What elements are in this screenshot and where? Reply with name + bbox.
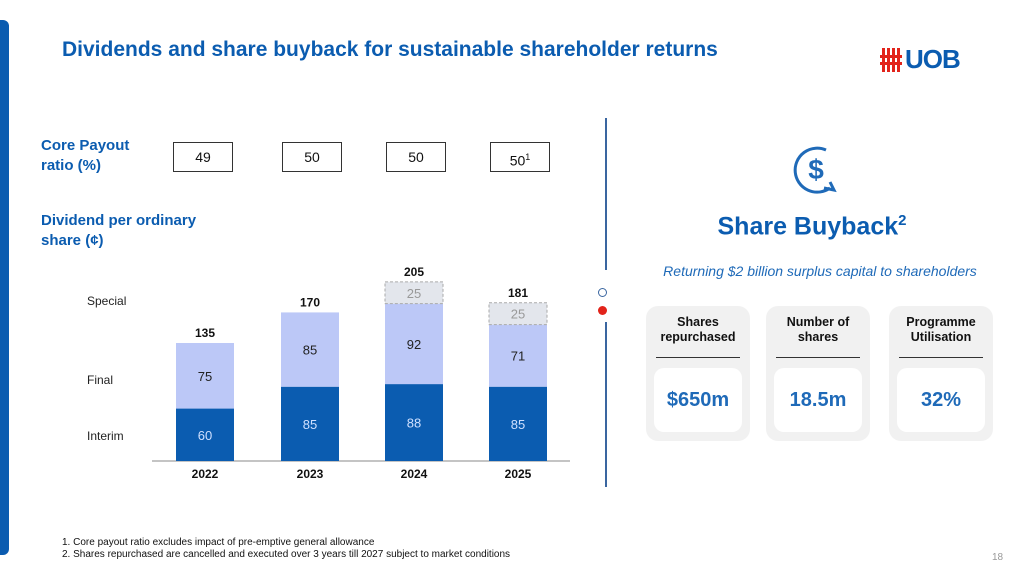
bar-final-2023: [281, 312, 339, 387]
nav-dot-empty[interactable]: [598, 288, 607, 297]
svg-text:$: $: [808, 154, 824, 185]
legend-final: Final: [87, 373, 113, 387]
total-label: 205: [404, 265, 424, 279]
data-label: 85: [511, 417, 525, 432]
card-heading: Shares repurchased: [660, 315, 736, 344]
legend-interim: Interim: [87, 429, 124, 443]
payout-2023: 50: [282, 142, 342, 172]
dividend-chart: Interim Final Special 60 75 135 2022 85 85 170 202…: [87, 265, 570, 481]
divider-top: [605, 118, 607, 270]
card-divider: [776, 357, 860, 358]
footnote-1: 1. Core payout ratio excludes impact of …: [62, 537, 375, 548]
data-label: 71: [511, 349, 525, 364]
uob-logo-mark-icon: [880, 47, 902, 72]
x-tick-label: 2023: [297, 467, 324, 481]
card-programme-utilisation: Programme Utilisation 32%: [889, 306, 993, 441]
accent-bar: [0, 20, 9, 555]
x-tick-label: 2025: [505, 467, 532, 481]
card-number-of-shares: Number of shares 18.5m: [766, 306, 870, 441]
data-label: 85: [303, 417, 317, 432]
payout-value: 50: [408, 149, 424, 165]
payout-value: 49: [195, 149, 211, 165]
card-shares-repurchased: Shares repurchased $650m: [646, 306, 750, 441]
bar-interim-2024: [385, 384, 443, 461]
data-label: 25: [407, 286, 421, 301]
data-label: 60: [198, 428, 212, 443]
card-value: $650m: [654, 368, 742, 432]
bar-final-2024: [385, 303, 443, 385]
total-label: 170: [300, 295, 320, 309]
card-divider: [899, 357, 983, 358]
card-heading: Number of shares: [786, 315, 850, 344]
card-value: 32%: [897, 368, 985, 432]
total-label: 135: [195, 326, 215, 340]
bar-interim-2022: [176, 408, 234, 461]
buyback-title: Share Buyback2: [600, 212, 1024, 241]
payout-2024: 50: [386, 142, 446, 172]
bar-final-2025: [489, 324, 547, 387]
bar-special-2025: [488, 302, 548, 326]
data-label: 75: [198, 369, 212, 384]
legend-special: Special: [87, 294, 126, 308]
footnote-2: 2. Shares repurchased are cancelled and …: [62, 549, 511, 560]
bar-interim-2025: [489, 386, 547, 461]
buyback-title-text: Share Buyback: [717, 212, 899, 241]
data-label: 85: [303, 343, 317, 358]
divider-bottom: [605, 322, 607, 487]
card-divider: [656, 357, 740, 358]
logo-text: UOB: [905, 44, 961, 74]
footnote-ref: 1: [525, 152, 531, 162]
data-label: 25: [511, 307, 525, 322]
uob-logo: UOB: [880, 44, 961, 75]
bar-special-2024: [384, 281, 444, 305]
card-heading: Programme Utilisation: [906, 315, 976, 344]
payout-value: 50: [509, 152, 526, 169]
nav-dot-active[interactable]: [598, 306, 607, 315]
dollar-cycle-icon: $: [793, 146, 837, 194]
payout-2022: 49: [173, 142, 233, 172]
data-label: 88: [407, 416, 421, 431]
payout-2025: 501: [490, 142, 550, 172]
slide-title: Dividends and share buyback for sustaina…: [62, 38, 718, 61]
bar-interim-2023: [281, 386, 339, 461]
payout-value: 50: [304, 149, 320, 165]
x-tick-label: 2024: [401, 467, 428, 481]
payout-label: Core Payout ratio (%): [41, 137, 130, 174]
buyback-subtitle: Returning $2 billion surplus capital to …: [663, 263, 977, 279]
data-label: 92: [407, 337, 421, 352]
x-tick-label: 2022: [192, 467, 219, 481]
dps-label: Dividend per ordinary share (¢): [41, 212, 197, 249]
page-number: 18: [992, 552, 1004, 563]
card-value: 18.5m: [774, 368, 862, 432]
bar-final-2022: [176, 343, 234, 409]
footnote-ref: 2: [898, 212, 907, 229]
total-label: 181: [508, 286, 528, 300]
